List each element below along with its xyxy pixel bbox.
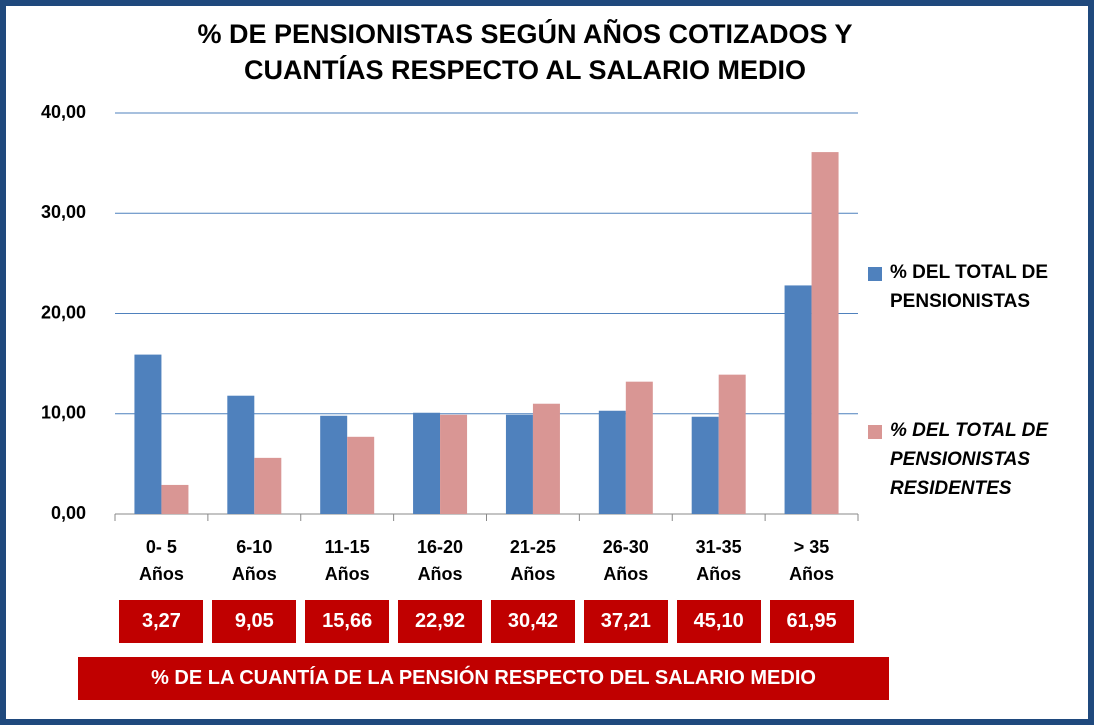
bar	[532, 403, 560, 514]
bar	[347, 436, 375, 514]
legend-label: % DEL TOTAL DE PENSIONISTAS RESIDENTES	[890, 420, 1049, 499]
y-tick-label: 0,00	[51, 503, 86, 523]
x-tick-label: 26-30 Años	[602, 537, 649, 584]
y-tick-label: 40,00	[41, 102, 86, 122]
legend-swatch	[868, 267, 882, 281]
ratio-box: 15,66	[305, 600, 390, 643]
y-tick-label: 30,00	[41, 202, 86, 222]
bar	[161, 484, 189, 514]
x-tick-label: 16-20 Años	[417, 537, 464, 584]
bar	[440, 414, 468, 514]
x-tick-label: 11-15 Años	[324, 537, 370, 584]
legend-label: % DEL TOTAL DE PENSIONISTAS	[890, 262, 1049, 312]
x-tick-label: 0- 5 Años	[138, 537, 184, 584]
bar	[254, 457, 282, 514]
bar	[134, 354, 162, 514]
x-tick-label: 31-35 Años	[695, 537, 742, 584]
ratio-box: 37,21	[583, 600, 668, 643]
bar	[718, 374, 746, 514]
y-tick-label: 10,00	[41, 403, 86, 423]
ratio-box: 9,05	[212, 600, 297, 643]
legend-swatch	[868, 425, 882, 439]
bar	[811, 152, 839, 514]
x-tick-label: > 35 Años	[789, 537, 835, 584]
ratio-box: 61,95	[769, 600, 854, 643]
bar	[320, 415, 348, 514]
bar	[413, 412, 441, 514]
ratio-box: 3,27	[119, 600, 204, 643]
bar	[227, 395, 255, 514]
x-tick-label: 6-10 Años	[231, 537, 277, 584]
ratio-title: % DE LA CUANTÍA DE LA PENSIÓN RESPECTO D…	[78, 657, 889, 700]
ratio-box: 22,92	[398, 600, 483, 643]
ratio-box: 30,42	[490, 600, 575, 643]
ratio-box: 45,10	[676, 600, 761, 643]
x-tick-label: 21-25 Años	[509, 537, 556, 584]
bar	[625, 381, 653, 514]
bar	[598, 410, 626, 514]
bar	[784, 285, 812, 514]
bar	[691, 416, 719, 514]
y-tick-label: 20,00	[41, 302, 86, 322]
bar	[505, 414, 533, 514]
chart-title: % DE PENSIONISTAS SEGÚN AÑOS COTIZADOS Y…	[197, 19, 853, 85]
